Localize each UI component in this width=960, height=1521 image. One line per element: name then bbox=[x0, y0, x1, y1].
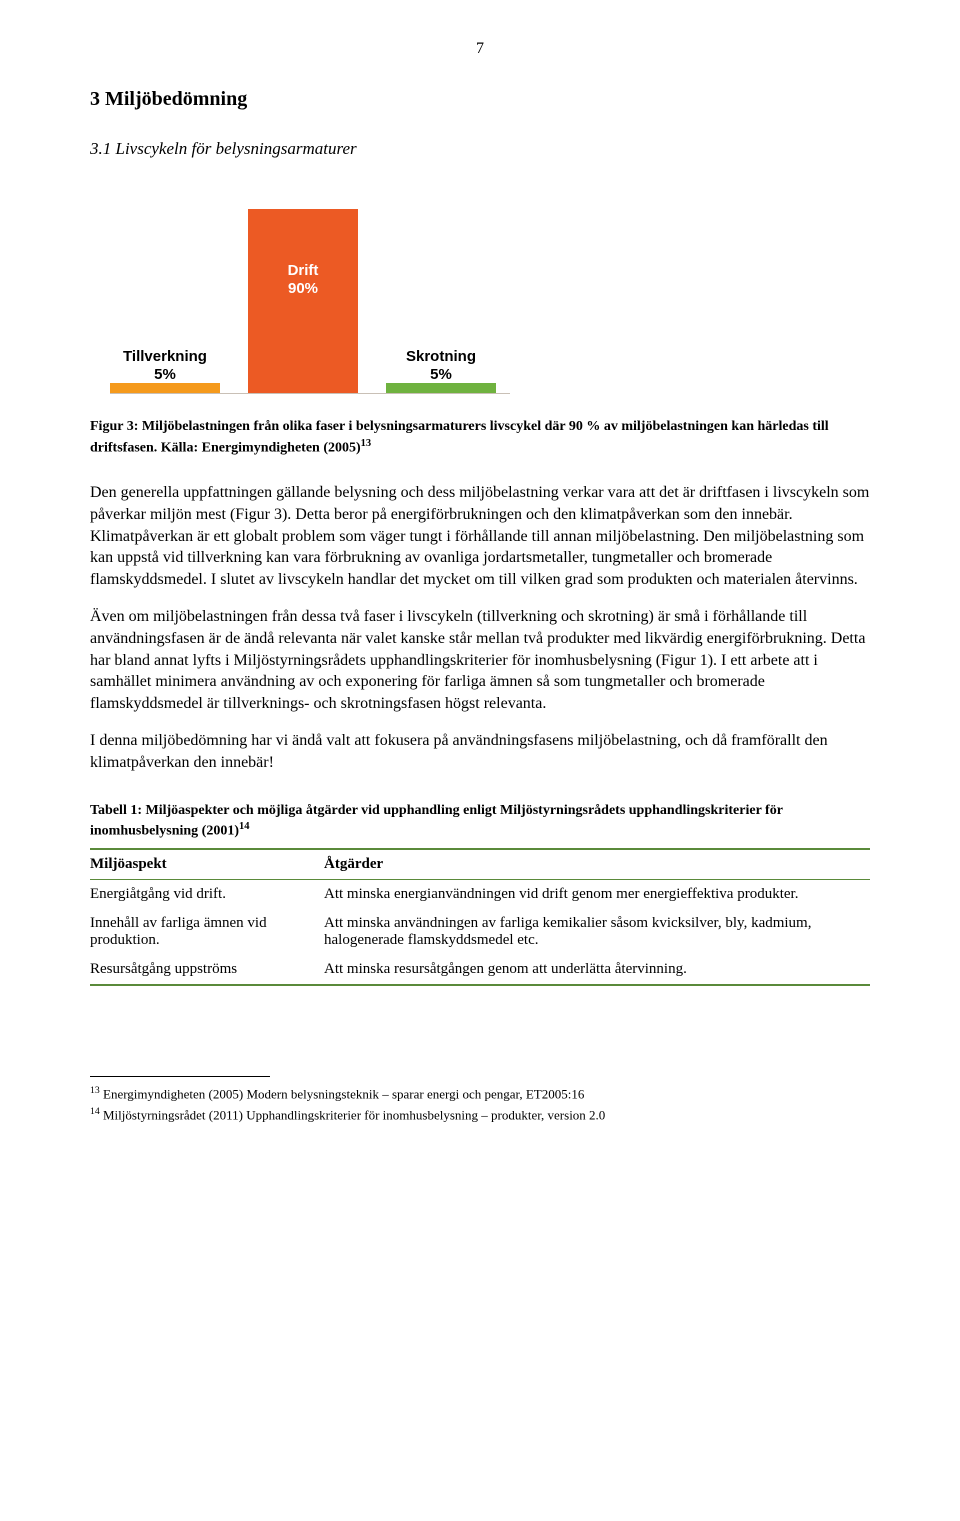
chart-bar-name: Skrotning bbox=[406, 347, 476, 367]
chart-column: Tillverkning5% bbox=[110, 347, 220, 394]
environmental-aspects-table: Miljöaspekt Åtgärder Energiåtgång vid dr… bbox=[90, 848, 870, 986]
table-header-row: Miljöaspekt Åtgärder bbox=[90, 849, 870, 880]
subsection-heading: 3.1 Livscykeln för belysningsarmaturer bbox=[90, 139, 870, 159]
lifecycle-bar-chart: Tillverkning5%Drift90%Skrotning5% bbox=[110, 183, 510, 394]
table-row: Innehåll av farliga ämnen vid produktion… bbox=[90, 909, 870, 955]
figure-caption: Figur 3: Miljöbelastningen från olika fa… bbox=[90, 418, 870, 458]
table-caption: Tabell 1: Miljöaspekter och möjliga åtgä… bbox=[90, 802, 870, 842]
chart-column: Drift90% bbox=[248, 209, 358, 393]
figure-caption-sup: 13 bbox=[361, 438, 372, 449]
chart-column: Skrotning5% bbox=[386, 347, 496, 394]
body-paragraph-2: Även om miljöbelastningen från dessa två… bbox=[90, 606, 870, 714]
table-bottom-rule bbox=[90, 985, 870, 986]
table-cell-right: Att minska resursåtgången genom att unde… bbox=[324, 955, 870, 985]
table-cell-right: Att minska användningen av farliga kemik… bbox=[324, 909, 870, 955]
chart-bar-label: Skrotning5% bbox=[406, 347, 476, 384]
page-number: 7 bbox=[90, 40, 870, 58]
table-header-left: Miljöaspekt bbox=[90, 849, 324, 880]
chart-bar bbox=[386, 383, 496, 393]
footnote-14-sup: 14 bbox=[90, 1106, 100, 1117]
table-cell-left: Resursåtgång uppströms bbox=[90, 955, 324, 985]
chart-bar-percent: 5% bbox=[406, 366, 476, 383]
table-caption-text: Tabell 1: Miljöaspekter och möjliga åtgä… bbox=[90, 803, 783, 840]
chart-bar-label: Drift90% bbox=[248, 261, 358, 298]
footnote-14-text: Miljöstyrningsrådet (2011) Upphandlingsk… bbox=[100, 1108, 606, 1123]
table-caption-sup: 14 bbox=[239, 821, 250, 832]
section-heading: 3 Miljöbedömning bbox=[90, 88, 870, 111]
footnote-14: 14 Miljöstyrningsrådet (2011) Upphandlin… bbox=[90, 1106, 870, 1124]
footnotes: 13 Energimyndigheten (2005) Modern belys… bbox=[90, 1076, 870, 1124]
figure-caption-text: Figur 3: Miljöbelastningen från olika fa… bbox=[90, 419, 829, 456]
body-paragraph-1: Den generella uppfattningen gällande bel… bbox=[90, 482, 870, 590]
table-cell-left: Innehåll av farliga ämnen vid produktion… bbox=[90, 909, 324, 955]
chart-bar-label: Tillverkning5% bbox=[123, 347, 207, 384]
chart-bar bbox=[110, 383, 220, 393]
chart-bar-name: Drift bbox=[248, 261, 358, 281]
footnote-13: 13 Energimyndigheten (2005) Modern belys… bbox=[90, 1085, 870, 1103]
table-cell-right: Att minska energianvändningen vid drift … bbox=[324, 880, 870, 910]
footnote-13-text: Energimyndigheten (2005) Modern belysnin… bbox=[100, 1086, 585, 1101]
document-page: 7 3 Miljöbedömning 3.1 Livscykeln för be… bbox=[0, 0, 960, 1187]
chart-bar-name: Tillverkning bbox=[123, 347, 207, 367]
footnote-rule bbox=[90, 1076, 270, 1077]
chart-bar-percent: 5% bbox=[123, 366, 207, 383]
chart-bar: Drift90% bbox=[248, 209, 358, 393]
table-row: Energiåtgång vid drift. Att minska energ… bbox=[90, 880, 870, 910]
table-cell-left: Energiåtgång vid drift. bbox=[90, 880, 324, 910]
body-paragraph-3: I denna miljöbedömning har vi ändå valt … bbox=[90, 730, 870, 773]
table-row: Resursåtgång uppströms Att minska resurs… bbox=[90, 955, 870, 985]
table-header-right: Åtgärder bbox=[324, 849, 870, 880]
footnote-13-sup: 13 bbox=[90, 1085, 100, 1096]
chart-bar-percent: 90% bbox=[248, 280, 358, 297]
